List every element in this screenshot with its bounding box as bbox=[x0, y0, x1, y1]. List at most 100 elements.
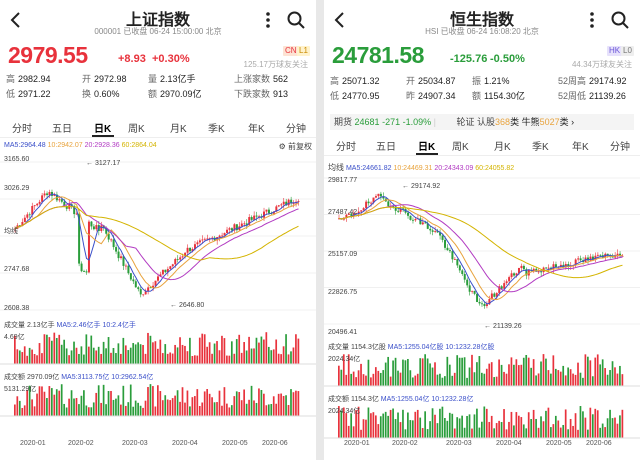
candle-body bbox=[235, 224, 238, 231]
tab-1[interactable]: 五日 bbox=[376, 142, 396, 153]
search-icon[interactable] bbox=[286, 10, 306, 30]
candle-body bbox=[107, 233, 110, 240]
volume-bar bbox=[572, 373, 574, 386]
tab-4[interactable]: 月K bbox=[170, 124, 187, 135]
tab-7[interactable]: 分钟 bbox=[610, 142, 630, 153]
candle-body bbox=[198, 240, 201, 243]
volume-bar bbox=[238, 334, 241, 364]
amount-bar bbox=[78, 404, 80, 416]
amount-bar bbox=[255, 402, 258, 416]
amount-bar bbox=[137, 402, 139, 416]
quote-stat: 低 24770.95 bbox=[330, 91, 380, 101]
tab-0[interactable]: 分时 bbox=[12, 124, 32, 135]
search-icon[interactable] bbox=[610, 10, 630, 30]
volume-bar bbox=[275, 339, 278, 364]
candle-body bbox=[166, 268, 169, 273]
volume-bar bbox=[360, 363, 362, 386]
candle-body bbox=[275, 206, 278, 212]
amount-bar bbox=[159, 391, 162, 416]
volume-bar bbox=[436, 374, 439, 386]
candle-body bbox=[218, 235, 221, 238]
amount-bar bbox=[436, 423, 439, 438]
candle-body bbox=[525, 269, 528, 276]
header: 上证指数 000001 已收盘 06-24 15:00:00 北京 bbox=[0, 0, 316, 40]
amount-bar bbox=[85, 405, 88, 416]
amount-bar bbox=[285, 395, 287, 416]
amount-bar bbox=[345, 413, 348, 438]
tab-0[interactable]: 分时 bbox=[336, 142, 356, 153]
tab-2[interactable]: 日K bbox=[418, 142, 436, 153]
tab-3[interactable]: 周K bbox=[452, 142, 469, 153]
candle-body bbox=[577, 258, 580, 260]
tab-6[interactable]: 年K bbox=[572, 142, 589, 153]
tab-7[interactable]: 分钟 bbox=[286, 124, 306, 135]
volume-bar bbox=[221, 335, 223, 364]
adjust-toggle[interactable]: ⚙ 前复权 bbox=[278, 142, 312, 151]
amount-bar bbox=[374, 415, 377, 438]
candle-body bbox=[394, 207, 397, 211]
volume-bar bbox=[569, 369, 572, 386]
back-arrow-icon[interactable] bbox=[330, 10, 350, 30]
candle-body bbox=[461, 270, 464, 275]
volume-bar bbox=[115, 353, 117, 364]
candle-body bbox=[414, 219, 417, 221]
candle-body bbox=[476, 293, 479, 302]
candle-body bbox=[411, 219, 414, 221]
tab-4[interactable]: 月K bbox=[494, 142, 511, 153]
candle-body bbox=[120, 256, 123, 259]
back-arrow-icon[interactable] bbox=[6, 10, 26, 30]
amount-bar bbox=[525, 428, 528, 438]
candle-body bbox=[508, 277, 511, 282]
amount-bar bbox=[495, 423, 498, 438]
amount-bar bbox=[379, 416, 382, 438]
more-icon[interactable] bbox=[582, 10, 602, 30]
volume-bar bbox=[263, 339, 265, 364]
amount-bar bbox=[115, 398, 117, 416]
candle-body bbox=[122, 256, 125, 266]
x-tick: 2020-03 bbox=[122, 440, 148, 447]
amount-bar bbox=[134, 400, 137, 416]
amount-bar bbox=[63, 403, 66, 416]
amount-bar bbox=[216, 402, 218, 416]
amount-bar bbox=[238, 392, 241, 416]
tab-5[interactable]: 季K bbox=[532, 142, 549, 153]
tab-1[interactable]: 五日 bbox=[52, 124, 72, 135]
candle-body bbox=[36, 203, 39, 206]
tab-2[interactable]: 日K bbox=[94, 124, 112, 135]
futures-bar[interactable]: 期货 24681 -271 -1.09% | 轮证 认股368类 牛熊5027类… bbox=[330, 114, 634, 130]
candle-body bbox=[559, 264, 562, 267]
volume-bar bbox=[596, 354, 599, 386]
candle-body bbox=[255, 215, 258, 217]
candle-body bbox=[208, 238, 211, 239]
tab-6[interactable]: 年K bbox=[248, 124, 265, 135]
volume-bar bbox=[564, 375, 567, 386]
volume-bar bbox=[48, 337, 51, 364]
amount-bar bbox=[569, 418, 572, 438]
candle-body bbox=[540, 271, 543, 273]
volume-bar bbox=[285, 334, 287, 364]
volume-bar bbox=[14, 335, 16, 364]
amount-bar bbox=[461, 415, 463, 438]
amount-bar bbox=[58, 390, 61, 416]
high-marker: ← 3127.17 bbox=[86, 160, 121, 167]
more-icon[interactable] bbox=[258, 10, 278, 30]
amount-max: 2024.34亿 bbox=[328, 408, 361, 415]
amount-bar bbox=[147, 387, 149, 416]
volume-bar bbox=[129, 347, 132, 364]
volume-bar bbox=[468, 367, 471, 386]
amount-bar bbox=[193, 396, 196, 416]
volume-bar bbox=[416, 373, 419, 386]
tab-5[interactable]: 季K bbox=[208, 124, 225, 135]
volume-bar bbox=[562, 365, 565, 386]
quote-stat: 量 2.13亿手 bbox=[148, 74, 196, 84]
candle-body bbox=[115, 247, 118, 252]
amount-bar bbox=[370, 413, 372, 438]
volume-bar bbox=[591, 376, 594, 386]
volume-bar bbox=[493, 377, 496, 386]
amount-bar bbox=[287, 405, 290, 416]
amount-bar bbox=[342, 407, 345, 438]
volume-bar bbox=[594, 357, 597, 386]
candle-body bbox=[147, 287, 150, 292]
volume-bar bbox=[495, 376, 498, 386]
tab-3[interactable]: 周K bbox=[128, 124, 145, 135]
